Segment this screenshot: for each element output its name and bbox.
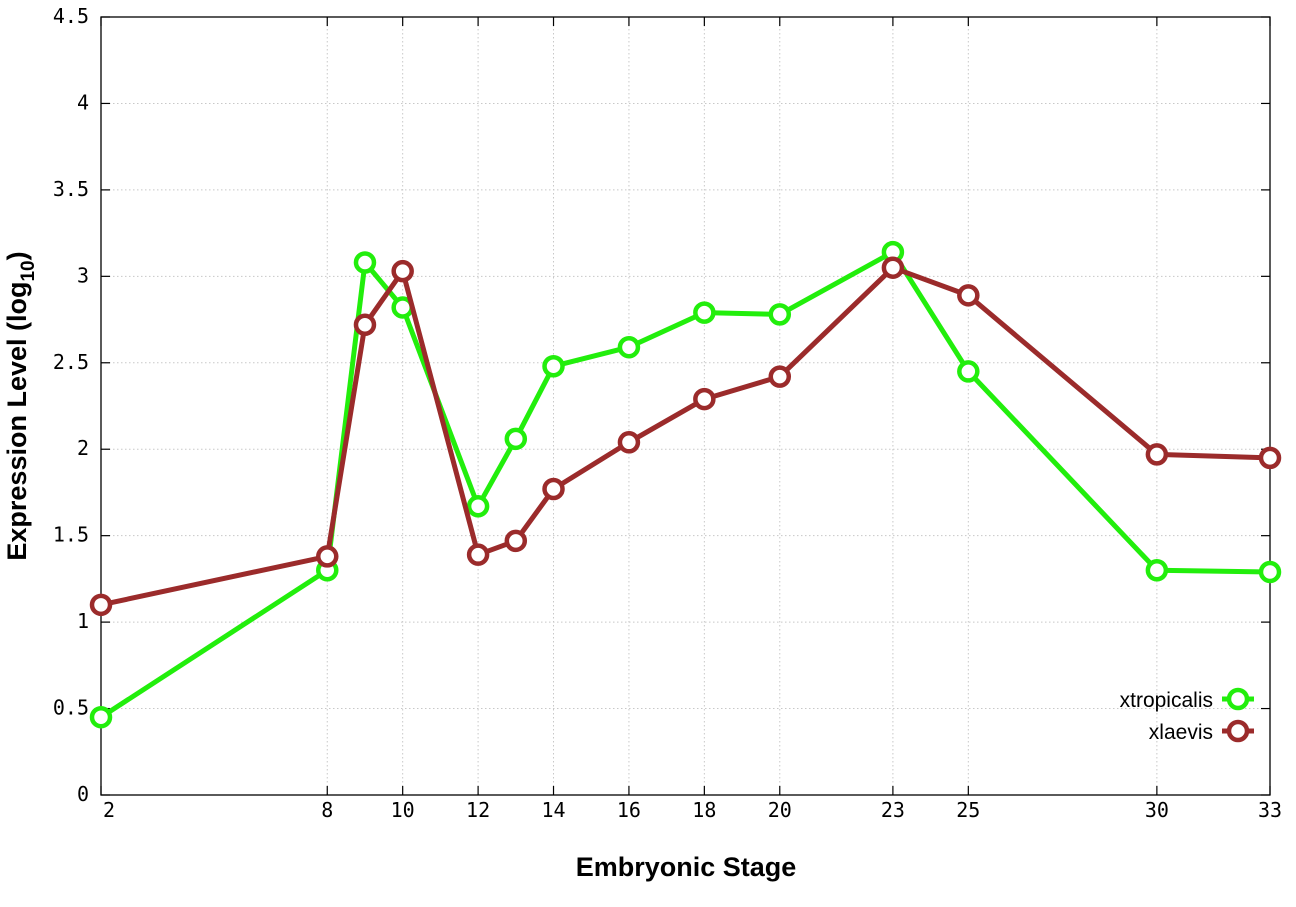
x-tick-label: 20 (768, 798, 792, 822)
data-point-xtropicalis (768, 303, 792, 326)
data-point-xlaevis (316, 545, 339, 568)
legend-label-xlaevis: xlaevis (1149, 721, 1213, 744)
x-tick-label: 33 (1258, 798, 1282, 822)
data-point-xtropicalis (957, 360, 980, 383)
data-point-xtropicalis (504, 427, 528, 451)
series-layer (89, 240, 1282, 729)
x-tick-label: 8 (321, 798, 333, 822)
x-tick-label: 16 (617, 798, 641, 822)
data-point-xtropicalis (693, 301, 716, 324)
y-tick-label: 0.5 (53, 696, 89, 720)
data-point-xlaevis (466, 543, 490, 566)
data-point-xlaevis (957, 284, 980, 307)
data-point-xlaevis (617, 431, 641, 454)
data-point-xlaevis (693, 387, 716, 411)
y-axis-title-close: ) (2, 251, 32, 260)
data-point-xlaevis (768, 365, 792, 388)
y-tick-label: 1.5 (53, 523, 89, 547)
data-point-xlaevis (391, 259, 414, 283)
data-point-xtropicalis (617, 335, 641, 359)
x-tick-label: 23 (881, 798, 905, 822)
data-point-xlaevis (504, 529, 528, 553)
data-point-xtropicalis (466, 495, 490, 518)
y-tick-label: 1 (77, 609, 89, 633)
series-xtropicalis (89, 240, 1282, 729)
y-tick-label: 3 (77, 263, 89, 287)
data-point-xlaevis (353, 313, 377, 336)
y-tick-label: 0 (77, 782, 89, 806)
x-tick-label: 25 (956, 798, 980, 822)
y-tick-label: 2 (77, 436, 89, 460)
y-axis-title: Expression Level (log10) (2, 251, 39, 560)
y-axis-title-main: Expression Level (log (2, 282, 32, 561)
y-tick-label: 4 (77, 90, 89, 114)
y-tick-label: 4.5 (53, 4, 89, 28)
x-tick-label: 2 (103, 798, 115, 822)
grid-lines (101, 17, 1270, 795)
y-tick-label: 2.5 (53, 350, 89, 374)
plot-frame (100, 16, 1271, 796)
data-point-xtropicalis (353, 251, 377, 274)
axis-ticks: 2 8 10 12 14 16 18 20 23 25 30 33 0 0.5 1 1.5 2 2.5 3 3.5 4 4… (53, 4, 1282, 822)
legend-label-xtropicalis: xtropicalis (1120, 689, 1213, 712)
x-tick-label: 18 (692, 798, 716, 822)
data-point-xlaevis (1258, 446, 1282, 470)
x-tick-label: 14 (541, 798, 565, 822)
x-tick-label: 12 (466, 798, 490, 822)
data-point-xlaevis (881, 256, 905, 279)
series-xlaevis (89, 256, 1282, 617)
series-line-xtropicalis (99, 249, 1271, 720)
y-axis-title-subscript: 10 (18, 260, 39, 281)
data-point-xtropicalis (1145, 558, 1169, 582)
x-tick-label: 10 (391, 798, 415, 822)
legend-marker-xlaevis (1226, 719, 1250, 743)
data-point-xlaevis (89, 593, 113, 617)
y-tick-label: 3.5 (53, 177, 89, 201)
x-axis-title: Embryonic Stage (576, 852, 797, 882)
data-point-xtropicalis (89, 705, 113, 729)
data-point-xlaevis (542, 477, 565, 501)
data-point-xtropicalis (1258, 560, 1282, 584)
data-point-xlaevis (1145, 443, 1169, 466)
x-tick-label: 30 (1145, 798, 1169, 822)
series-line-xlaevis (100, 265, 1271, 608)
data-point-xtropicalis (542, 354, 565, 378)
legend: xtropicalis xlaevis (1120, 687, 1254, 744)
legend-marker-xtropicalis (1226, 687, 1250, 711)
